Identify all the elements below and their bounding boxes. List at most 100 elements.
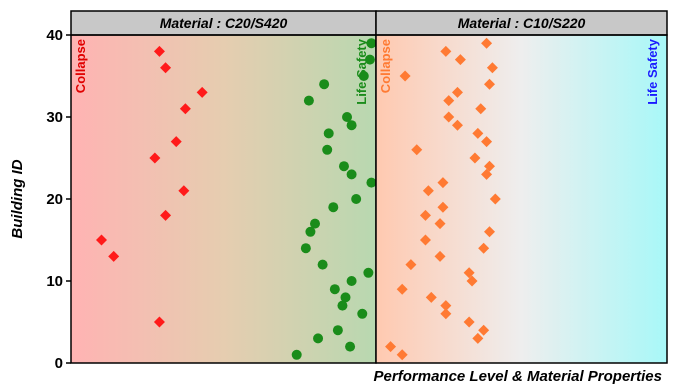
data-point [419, 209, 431, 221]
strip-label: Material : C20/S420 [160, 15, 288, 31]
panel-2: Material : C10/S220 Collapse Life Safety [375, 10, 668, 364]
panel-background [71, 35, 376, 363]
data-point [160, 62, 172, 74]
data-point [451, 119, 463, 131]
data-point [153, 316, 165, 328]
y-tick-label: 40 [46, 27, 63, 44]
data-point [399, 70, 411, 82]
panel-1: Material : C20/S420 Collapse Life Safety [70, 10, 377, 364]
data-point [305, 226, 316, 237]
data-point [437, 177, 449, 189]
data-point [346, 120, 357, 131]
y-tick-label: 20 [46, 191, 63, 208]
data-point [478, 242, 490, 254]
data-point [323, 128, 334, 139]
data-point [478, 324, 490, 336]
data-point [351, 194, 362, 204]
data-point [96, 234, 107, 246]
panel-background [376, 35, 667, 363]
data-point [328, 202, 339, 213]
data-point [440, 300, 452, 312]
data-point [425, 291, 437, 303]
data-point [419, 234, 431, 246]
data-point [322, 144, 333, 155]
y-tick-label: 30 [46, 109, 63, 126]
data-point [300, 243, 311, 254]
data-point [434, 250, 446, 262]
data-point [357, 308, 368, 319]
data-point [472, 332, 484, 344]
data-point [454, 54, 466, 66]
data-point [149, 152, 161, 164]
data-point [319, 79, 330, 90]
data-point [329, 284, 340, 295]
data-point [483, 160, 495, 172]
panel-frame [375, 34, 668, 364]
data-point [481, 168, 493, 180]
y-axis-label: Building ID [9, 159, 26, 238]
data-point [411, 144, 423, 156]
data-point [346, 169, 357, 180]
data-point [443, 111, 455, 123]
annotation-life-safety: Life Safety [645, 38, 660, 105]
data-point [463, 316, 475, 328]
strip-background [375, 10, 668, 36]
data-point [332, 325, 343, 336]
data-point [291, 349, 302, 360]
data-point [358, 71, 369, 81]
series-life-safety [291, 38, 377, 360]
series-collapse [385, 37, 501, 361]
data-point [337, 300, 348, 311]
data-point [108, 250, 120, 262]
data-point [317, 259, 328, 270]
data-point [396, 283, 408, 295]
data-point [170, 136, 182, 148]
data-point [153, 45, 165, 57]
series-collapse [96, 45, 208, 328]
data-point [483, 78, 495, 90]
data-point [345, 341, 356, 352]
data-point [440, 45, 452, 57]
data-point [481, 136, 493, 148]
data-point [475, 103, 487, 115]
data-point [366, 38, 377, 49]
data-point [346, 276, 357, 286]
data-point [434, 218, 446, 230]
y-tick-label: 10 [46, 273, 63, 290]
data-point [469, 152, 481, 164]
annotation-collapse: Collapse [73, 39, 88, 93]
data-point [178, 185, 190, 197]
strip-label: Material : C10/S220 [458, 15, 586, 31]
data-point [451, 86, 463, 98]
x-axis-label: Performance Level & Material Properties [374, 368, 662, 385]
data-point [481, 37, 493, 49]
strip-background [70, 10, 377, 36]
data-point [489, 193, 501, 205]
data-point [463, 267, 475, 279]
data-point [483, 226, 495, 238]
data-point [310, 218, 320, 229]
annotation-life-safety: Life Safety [354, 38, 369, 105]
data-point [422, 185, 434, 197]
data-point [385, 341, 397, 353]
data-point [313, 333, 324, 344]
data-point [466, 275, 478, 287]
data-point [486, 62, 498, 74]
data-point [179, 103, 191, 115]
data-point [342, 112, 353, 122]
data-point [443, 95, 455, 107]
data-point [366, 177, 377, 188]
data-point [338, 161, 349, 172]
data-point [160, 209, 172, 221]
data-point [196, 86, 208, 98]
data-point [396, 349, 408, 361]
y-tick-label: 0 [55, 355, 63, 372]
data-point [437, 201, 449, 213]
data-point [472, 127, 484, 139]
data-point [340, 292, 351, 303]
data-point [363, 267, 374, 278]
data-point [303, 95, 314, 106]
data-point [440, 308, 452, 320]
